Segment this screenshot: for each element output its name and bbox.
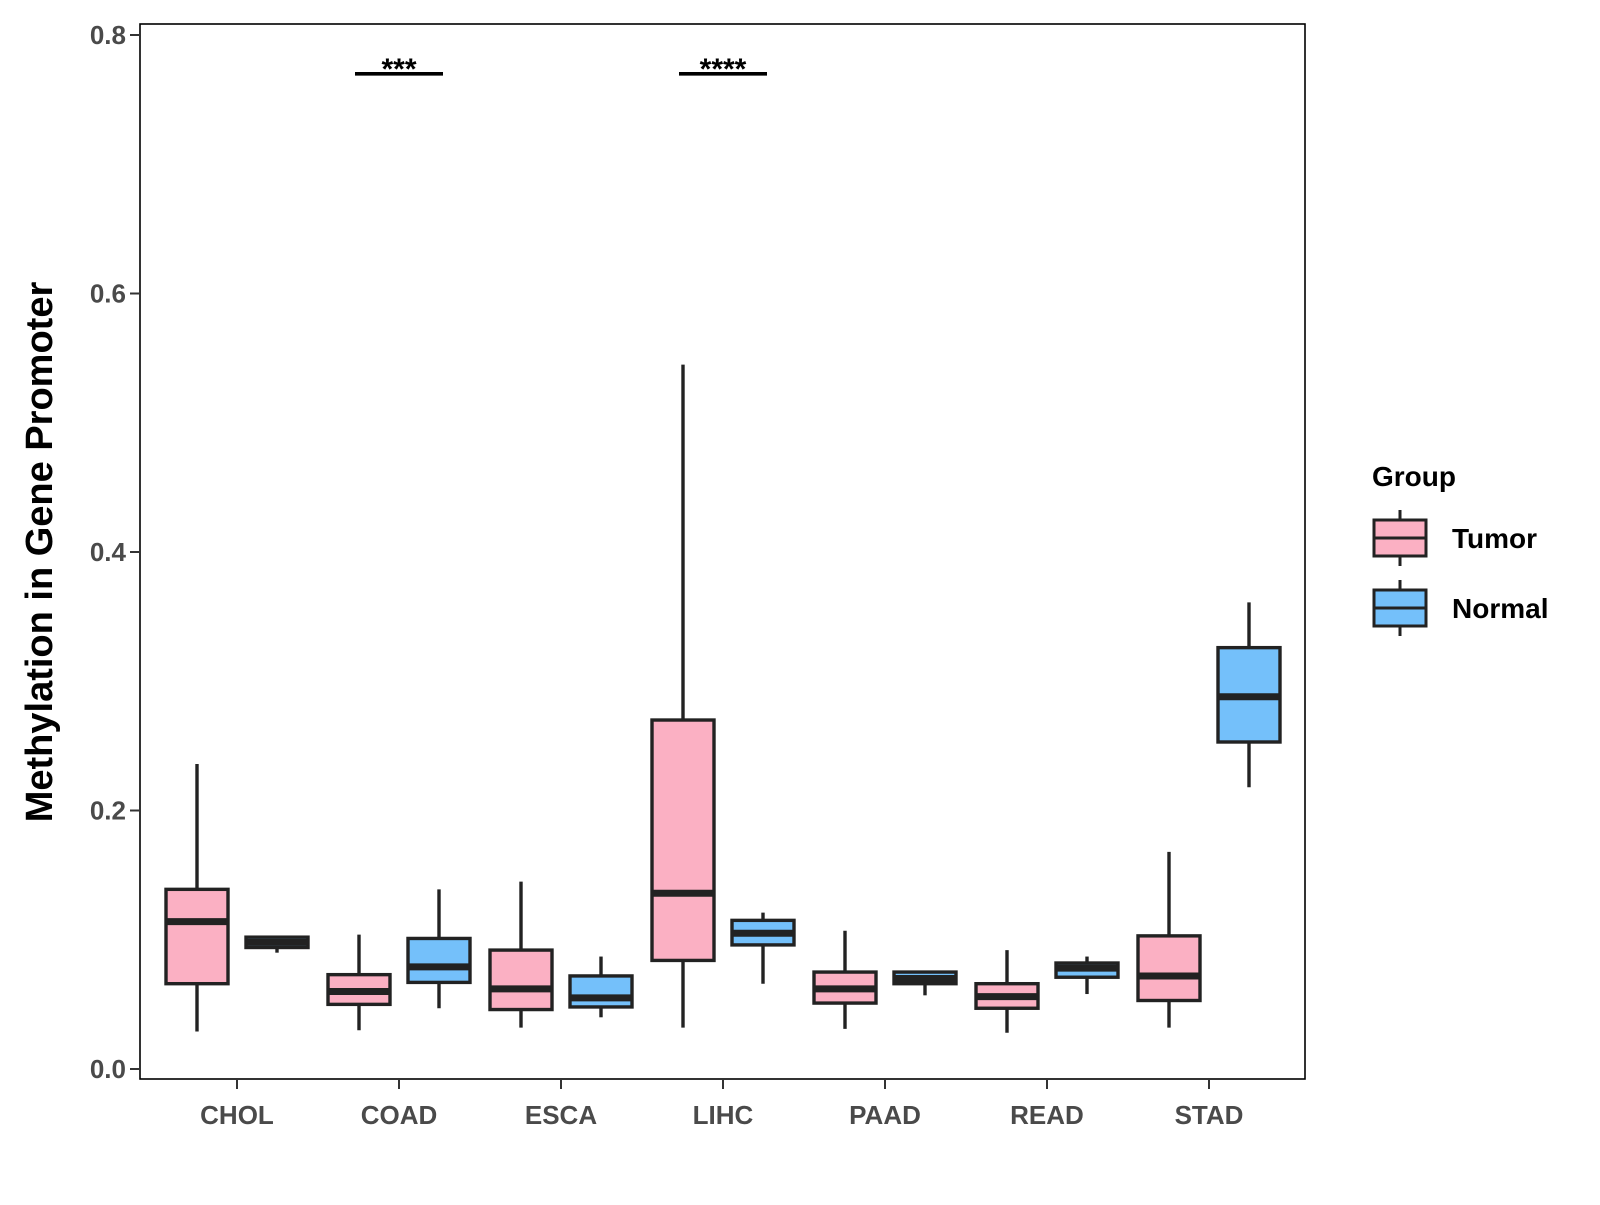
iqr-box-tumor-lihc [650, 718, 716, 963]
box-normal-paad [892, 970, 958, 996]
legend: Group Tumor Normal [1372, 461, 1548, 636]
iqr-box-normal-esca [568, 974, 634, 1009]
iqr-box-normal-coad [406, 936, 472, 985]
significance-label-coad: *** [381, 53, 416, 86]
legend-items: Tumor Normal [1372, 510, 1548, 636]
box-tumor-paad [812, 930, 878, 1029]
box-tumor-lihc [650, 364, 716, 1028]
y-tick-label: 0.0 [90, 1054, 126, 1084]
y-tick-label: 0.2 [90, 796, 126, 826]
boxes-layer [164, 364, 1282, 1033]
y-tick-label: 0.6 [90, 279, 126, 309]
x-tick-label-chol: CHOL [200, 1100, 274, 1130]
legend-item-normal: Normal [1372, 580, 1548, 636]
box-normal-esca [568, 956, 634, 1018]
box-tumor-esca [488, 881, 554, 1028]
box-tumor-stad [1136, 851, 1202, 1028]
box-normal-read [1054, 956, 1120, 995]
y-tick-label: 0.4 [90, 537, 127, 567]
box-tumor-read [974, 950, 1040, 1033]
legend-label-tumor: Tumor [1452, 523, 1537, 554]
significance-layer: *** **** [355, 53, 767, 86]
legend-label-normal: Normal [1452, 593, 1548, 624]
y-axis-title: Methylation in Gene Promoter [19, 282, 61, 823]
x-tick-label-esca: ESCA [525, 1100, 597, 1130]
box-normal-lihc [730, 912, 796, 984]
box-tumor-chol [164, 763, 230, 1032]
x-tick-label-coad: COAD [361, 1100, 438, 1130]
box-normal-coad [406, 889, 472, 1009]
y-tick-label: 0.8 [90, 20, 126, 50]
x-axis: CHOL COAD ESCA LIHC PAAD READ STAD [200, 1079, 1243, 1130]
iqr-box-tumor-stad [1136, 934, 1202, 1003]
box-tumor-coad [326, 934, 392, 1031]
x-tick-label-paad: PAAD [849, 1100, 921, 1130]
legend-title: Group [1372, 461, 1456, 492]
y-axis: 0.0 0.2 0.4 0.6 0.8 [90, 20, 140, 1084]
x-tick-label-lihc: LIHC [693, 1100, 754, 1130]
legend-item-tumor: Tumor [1372, 510, 1537, 566]
box-normal-stad [1216, 602, 1282, 788]
x-tick-label-read: READ [1010, 1100, 1084, 1130]
significance-label-lihc: **** [700, 53, 747, 86]
iqr-box-tumor-esca [488, 948, 554, 1012]
box-normal-chol [244, 935, 310, 953]
iqr-box-tumor-chol [164, 887, 230, 986]
x-tick-label-stad: STAD [1175, 1100, 1244, 1130]
